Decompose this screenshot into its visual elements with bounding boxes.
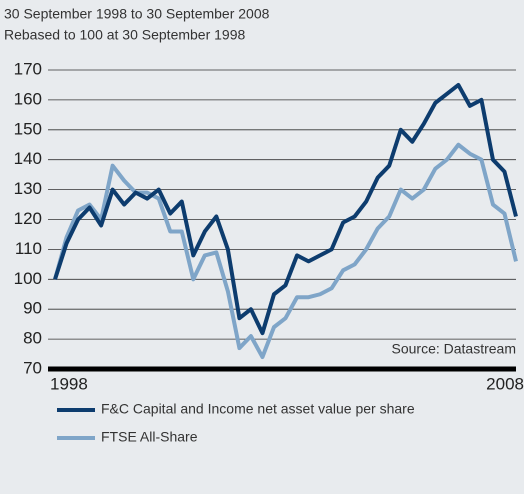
source-note: Source: Datastream <box>392 341 517 357</box>
x-tick-label: 2008 <box>486 374 524 393</box>
series-line <box>53 142 518 360</box>
y-tick-label: 130 <box>14 179 42 198</box>
y-tick-label: 170 <box>14 59 42 78</box>
legend-label: F&C Capital and Income net asset value p… <box>101 401 415 417</box>
y-tick-label: 70 <box>23 358 42 377</box>
x-tick-label: 1998 <box>50 374 88 393</box>
chart-subtitle: Rebased to 100 at 30 September 1998 <box>4 27 246 43</box>
series-line <box>53 82 518 336</box>
y-tick-label: 140 <box>14 149 42 168</box>
y-tick-label: 100 <box>14 269 42 288</box>
legend-label: FTSE All-Share <box>101 429 198 445</box>
y-tick-label: 80 <box>23 329 42 348</box>
chart-title: 30 September 1998 to 30 September 2008 <box>4 6 270 22</box>
y-tick-label: 90 <box>23 299 42 318</box>
y-tick-label: 150 <box>14 119 42 138</box>
y-tick-label: 120 <box>14 209 42 228</box>
y-tick-label: 160 <box>14 89 42 108</box>
y-tick-label: 110 <box>15 239 42 258</box>
